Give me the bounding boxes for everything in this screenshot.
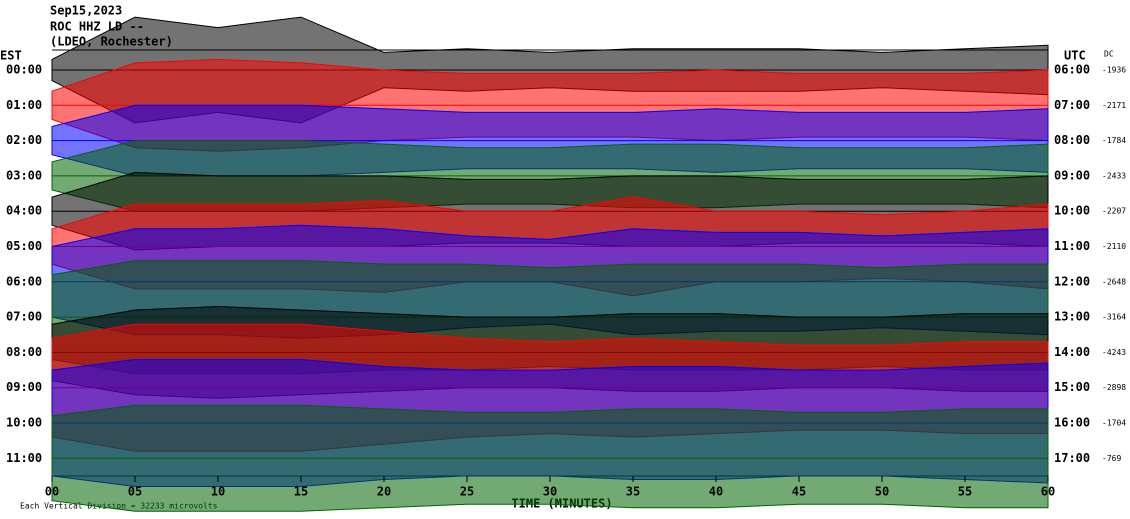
x-tick-label: 55	[958, 485, 972, 499]
dc-value: -1784	[1102, 136, 1126, 145]
est-label: 01:00	[6, 98, 42, 112]
dc-value: -2207	[1102, 207, 1126, 216]
x-tick-label: 15	[294, 485, 308, 499]
dc-value: -2898	[1102, 383, 1126, 392]
utc-label: 12:00	[1054, 274, 1090, 288]
x-tick-label: 10	[211, 485, 225, 499]
est-label: 09:00	[6, 380, 42, 394]
right-axis-label: UTC	[1064, 49, 1086, 63]
dc-value: -1936	[1102, 66, 1126, 75]
est-label: 10:00	[6, 416, 42, 430]
dc-value: -1704	[1102, 419, 1126, 428]
x-tick-label: 35	[626, 485, 640, 499]
est-label: 03:00	[6, 168, 42, 182]
x-tick-label: 20	[377, 485, 391, 499]
est-label: 08:00	[6, 345, 42, 359]
x-tick-label: 30	[543, 485, 557, 499]
utc-label: 13:00	[1054, 310, 1090, 324]
dc-value: -2171	[1102, 101, 1126, 110]
dc-value: -2110	[1102, 242, 1126, 251]
est-label: 11:00	[6, 451, 42, 465]
dc-value: -3164	[1102, 313, 1126, 322]
left-axis-label: EST	[0, 49, 22, 63]
x-tick-label: 00	[45, 485, 59, 499]
est-label: 00:00	[6, 63, 42, 77]
utc-label: 14:00	[1054, 345, 1090, 359]
x-tick-label: 60	[1041, 485, 1055, 499]
utc-label: 07:00	[1054, 98, 1090, 112]
title-line: Sep15,2023	[50, 4, 122, 18]
x-tick-label: 40	[709, 485, 723, 499]
dc-value: -4243	[1102, 348, 1126, 357]
est-label: 04:00	[6, 204, 42, 218]
dc-value: -769	[1102, 454, 1121, 463]
est-label: 05:00	[6, 239, 42, 253]
utc-label: 06:00	[1054, 63, 1090, 77]
x-tick-label: 45	[792, 485, 806, 499]
dc-value: -2648	[1102, 277, 1126, 286]
x-tick-label: 05	[128, 485, 142, 499]
utc-label: 16:00	[1054, 416, 1090, 430]
est-label: 07:00	[6, 310, 42, 324]
utc-label: 11:00	[1054, 239, 1090, 253]
dc-value: -2433	[1102, 171, 1126, 180]
utc-label: 10:00	[1054, 204, 1090, 218]
x-tick-label: 25	[460, 485, 474, 499]
utc-label: 15:00	[1054, 380, 1090, 394]
x-tick-label: 50	[875, 485, 889, 499]
utc-label: 08:00	[1054, 133, 1090, 147]
est-label: 06:00	[6, 274, 42, 288]
dc-label: DC	[1104, 50, 1114, 59]
est-label: 02:00	[6, 133, 42, 147]
utc-label: 09:00	[1054, 168, 1090, 182]
utc-label: 17:00	[1054, 451, 1090, 465]
